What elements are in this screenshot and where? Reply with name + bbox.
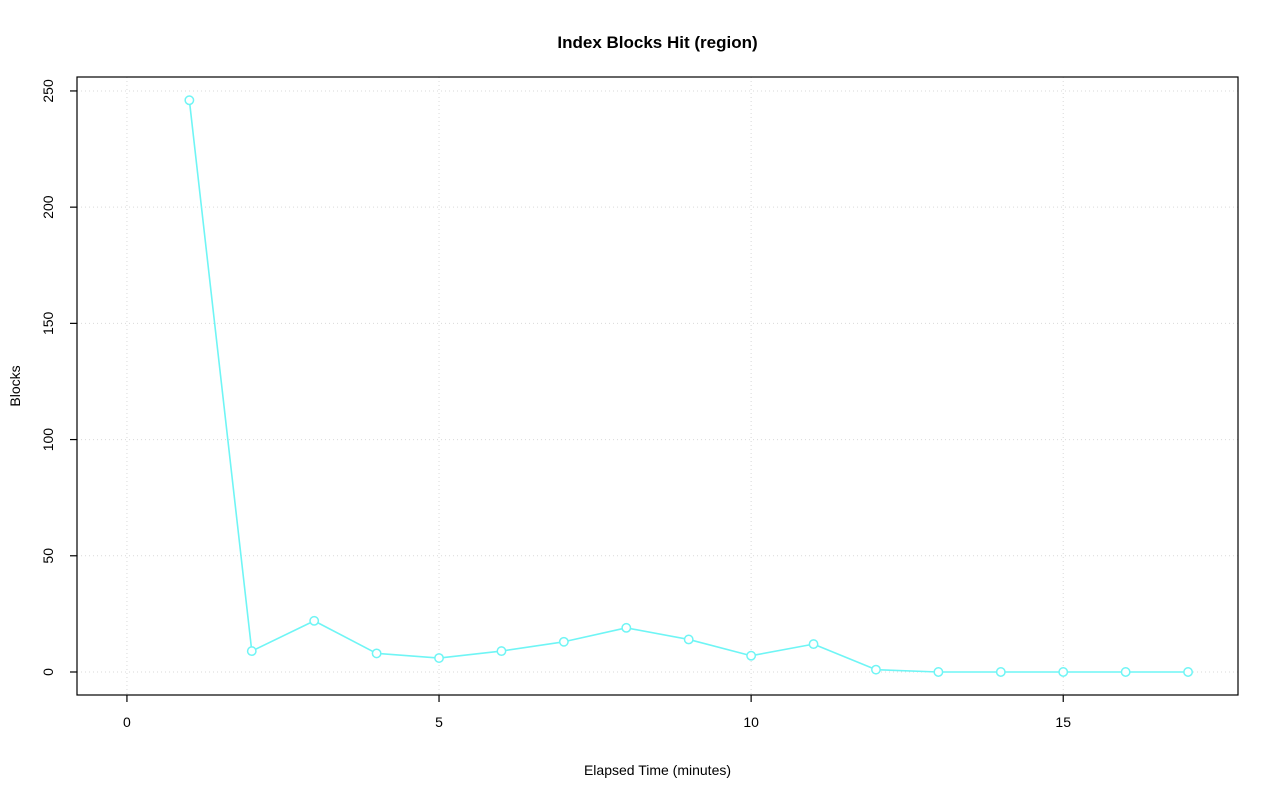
data-point-marker: [371, 648, 382, 659]
gridlines: [77, 77, 1238, 695]
y-tick-label: 100: [40, 428, 56, 452]
x-tick-label: 10: [743, 714, 759, 730]
data-point-marker: [871, 664, 881, 675]
y-tick-label: 150: [40, 311, 56, 335]
data-point-marker: [184, 95, 195, 106]
data-point-marker: [808, 639, 819, 650]
data-point-marker: [246, 646, 257, 657]
series-line: [188, 99, 1189, 673]
y-tick-label: 200: [40, 195, 56, 219]
y-axis-label: Blocks: [7, 365, 23, 406]
data-point-marker: [1120, 667, 1131, 677]
x-tick-label: 0: [123, 714, 131, 730]
data-point-marker: [621, 622, 632, 633]
data-point-marker: [309, 615, 320, 626]
data-series: [184, 95, 1194, 677]
chart-title: Index Blocks Hit (region): [557, 33, 757, 52]
y-tick-label: 250: [40, 79, 56, 103]
data-point-marker: [746, 650, 757, 661]
y-tick-label: 0: [40, 668, 56, 676]
data-point-marker: [933, 667, 944, 677]
x-axis-label: Elapsed Time (minutes): [584, 762, 731, 778]
plot-border: [76, 76, 1239, 696]
data-point-marker: [496, 646, 507, 657]
data-point-marker: [995, 667, 1006, 677]
data-point-marker: [683, 634, 694, 645]
x-tick-label: 15: [1055, 714, 1071, 730]
data-point-marker: [1058, 667, 1069, 677]
data-point-marker: [1183, 667, 1194, 677]
data-point-marker: [558, 636, 569, 647]
y-tick-label: 50: [40, 548, 56, 564]
x-tick-label: 5: [435, 714, 443, 730]
data-point-marker: [434, 653, 444, 663]
